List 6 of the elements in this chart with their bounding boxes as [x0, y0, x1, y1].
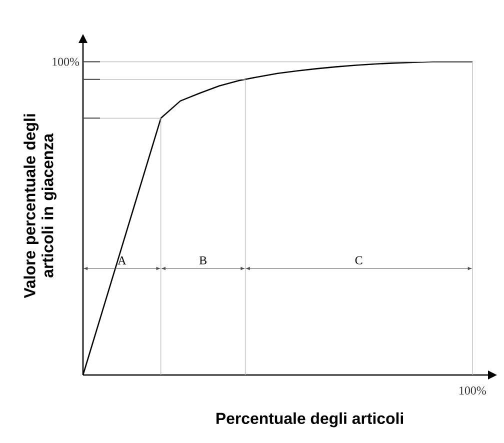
text: 100%: [460, 386, 486, 395]
annotation: C: [355, 256, 362, 264]
annotation: B: [199, 256, 206, 264]
x-axis-title: Percentuale degli articoli: [216, 412, 404, 428]
text: 100%: [52, 58, 80, 66]
y-axis-title: Valore percentuale degli articoli in giacenza: [24, 114, 56, 298]
